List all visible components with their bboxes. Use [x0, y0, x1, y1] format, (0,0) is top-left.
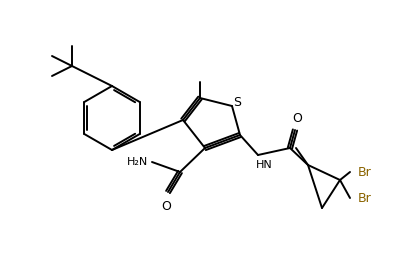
Text: Br: Br — [358, 191, 372, 204]
Text: O: O — [161, 200, 171, 213]
Text: HN: HN — [256, 160, 273, 170]
Text: H₂N: H₂N — [127, 157, 148, 167]
Text: O: O — [292, 112, 302, 125]
Text: Br: Br — [358, 166, 372, 178]
Text: S: S — [233, 96, 241, 109]
